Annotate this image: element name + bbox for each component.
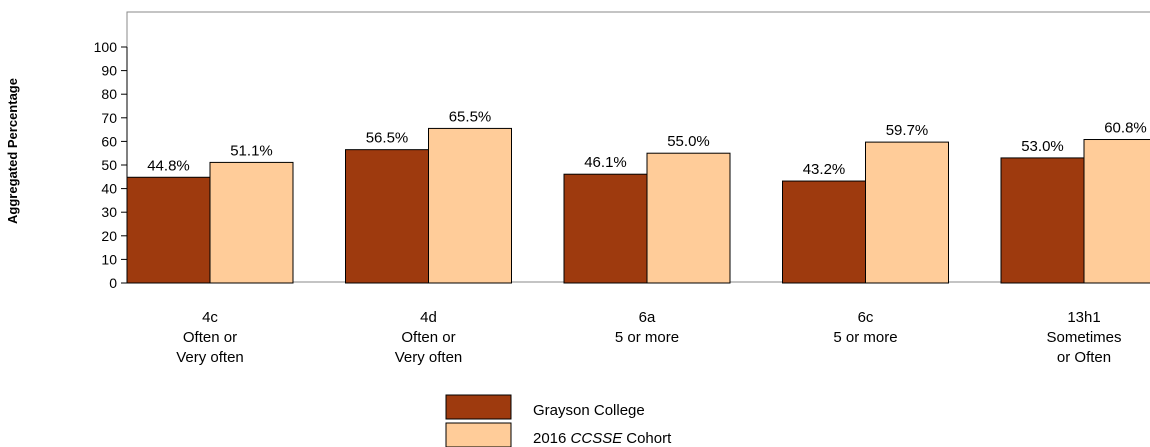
y-tick-label: 70: [101, 110, 117, 126]
category-label: 5 or more: [615, 329, 679, 346]
bar-ccsse-cohort: [1083, 139, 1150, 284]
category-label: or Often: [1057, 349, 1111, 366]
y-axis-ticks: 0 10 20 30 40 50 60 70 80 90 100: [94, 39, 127, 291]
y-tick-label: 0: [109, 275, 117, 291]
category-label: 4c: [202, 309, 218, 326]
bar-ccsse-cohort: [428, 127, 512, 284]
legend-label: 2016 CCSSE Cohort: [533, 430, 672, 447]
bar-grayson-college: [563, 173, 648, 284]
category-label: Often or: [183, 329, 237, 346]
data-label: 59.7%: [886, 122, 929, 139]
bar-grayson-college: [126, 176, 211, 284]
data-label: 65.5%: [449, 108, 492, 125]
bar-grayson-college: [345, 149, 429, 284]
category-label: 6a: [639, 309, 656, 326]
y-tick-label: 90: [101, 63, 117, 79]
data-label: 56.5%: [366, 130, 409, 147]
y-tick-label: 50: [101, 157, 117, 173]
category-label: 4d: [420, 309, 437, 326]
bar-ccsse-cohort: [646, 152, 731, 284]
data-label: 44.8%: [147, 157, 190, 174]
x-axis-categories: 4c Often or Very often 4d Often or Very often…: [176, 309, 1121, 366]
category-label: Often or: [401, 329, 455, 346]
data-label: 55.0%: [667, 133, 710, 150]
legend: Grayson College 2016 CCSSE Cohort: [445, 394, 672, 447]
legend-label: Grayson College: [533, 402, 645, 419]
category-label: 5 or more: [833, 329, 897, 346]
data-label: 60.8%: [1104, 120, 1147, 137]
y-axis-label: Aggregated Percentage: [5, 78, 20, 224]
category-label: Very often: [395, 349, 463, 366]
category-label: 6c: [858, 309, 874, 326]
y-tick-label: 80: [101, 86, 117, 102]
category-label: Sometimes: [1046, 329, 1121, 346]
bar-grayson-college: [1000, 157, 1085, 284]
y-tick-label: 60: [101, 133, 117, 149]
y-tick-label: 20: [101, 228, 117, 244]
bars: 44.8% 51.1% 56.5% 65.5% 46.1% 55.0% 43.2% 59.7%…: [126, 108, 1150, 284]
data-label: 53.0%: [1021, 138, 1064, 155]
data-label: 51.1%: [230, 142, 273, 159]
bar-ccsse-cohort: [865, 141, 949, 284]
category-label: 13h1: [1067, 309, 1100, 326]
y-tick-label: 30: [101, 204, 117, 220]
legend-swatch: [445, 422, 512, 447]
data-label: 43.2%: [803, 161, 846, 178]
y-tick-label: 100: [94, 39, 118, 55]
legend-swatch: [445, 394, 512, 420]
y-tick-label: 40: [101, 181, 117, 197]
y-tick-label: 10: [101, 251, 117, 267]
bar-grayson-college: [782, 180, 866, 284]
data-label: 46.1%: [584, 154, 627, 171]
category-label: Very often: [176, 349, 244, 366]
bar-ccsse-cohort: [209, 161, 294, 284]
